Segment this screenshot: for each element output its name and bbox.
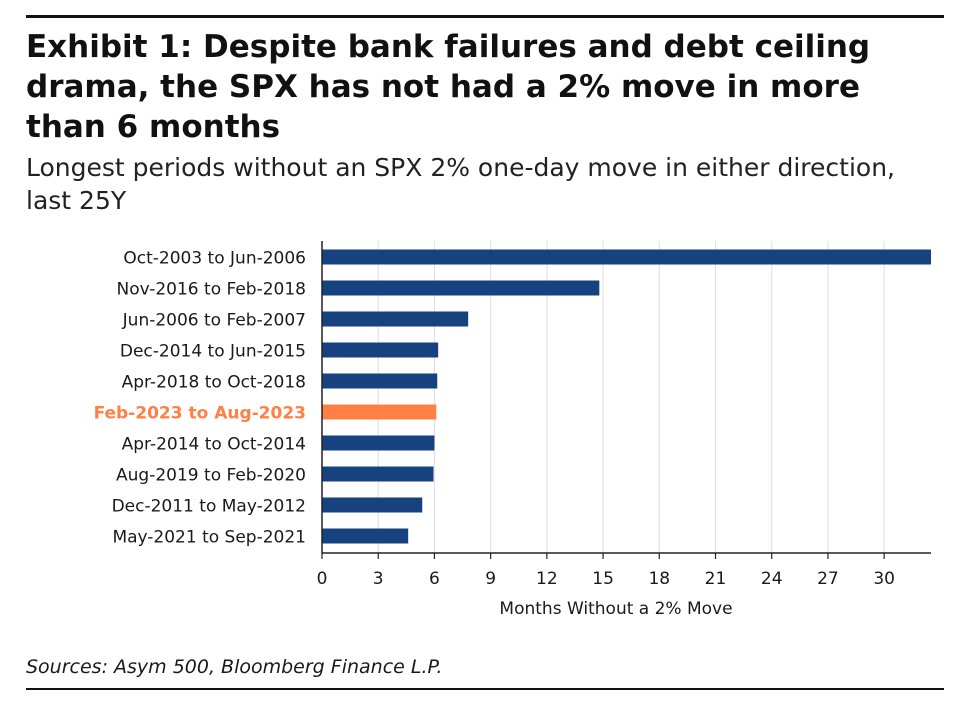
bar-chart: Oct-2003 to Jun-2006 Nov-2016 to Feb-2018… <box>94 241 931 620</box>
category-label-0: Oct-2003 to Jun-2006 <box>123 249 306 269</box>
category-label-6: Apr-2014 to Oct-2014 <box>122 435 306 455</box>
bar-0 <box>322 249 931 265</box>
category-label-2: Jun-2006 to Feb-2007 <box>122 311 306 331</box>
exhibit-title: Exhibit 1: Despite bank failures and deb… <box>26 29 871 145</box>
category-label-1: Nov-2016 to Feb-2018 <box>117 280 307 300</box>
bar-1 <box>322 280 600 296</box>
category-label-4: Apr-2018 to Oct-2018 <box>122 373 306 393</box>
x-tick-label-21: 21 <box>705 569 727 589</box>
category-label-8: Dec-2011 to May-2012 <box>112 497 306 517</box>
x-tick-label-0: 0 <box>317 569 328 589</box>
bar-9 <box>322 528 409 544</box>
x-tick-label-15: 15 <box>592 569 614 589</box>
bar-6 <box>322 435 435 451</box>
x-tick-label-6: 6 <box>429 569 440 589</box>
chart-subtitle: Longest periods without an SPX 2% one-da… <box>26 153 895 215</box>
category-label-5: Feb-2023 to Aug-2023 <box>94 404 306 424</box>
bar-2 <box>322 311 469 327</box>
bar-layer <box>322 249 931 544</box>
bar-3 <box>322 342 439 358</box>
category-label-9: May-2021 to Sep-2021 <box>112 528 306 548</box>
x-tick-label-18: 18 <box>648 569 670 589</box>
category-label-3: Dec-2014 to Jun-2015 <box>120 342 306 362</box>
x-tick-label-3: 3 <box>373 569 384 589</box>
category-label-7: Aug-2019 to Feb-2020 <box>116 466 306 486</box>
x-tick-label-27: 27 <box>817 569 839 589</box>
bar-7 <box>322 466 434 482</box>
label-layer: Oct-2003 to Jun-2006 Nov-2016 to Feb-2018… <box>94 249 895 620</box>
bar-4 <box>322 373 438 389</box>
source-note: Sources: Asym 500, Bloomberg Finance L.P… <box>26 656 443 678</box>
x-tick-label-24: 24 <box>761 569 783 589</box>
x-axis-title: Months Without a 2% Move <box>499 599 732 619</box>
x-tick-label-30: 30 <box>873 569 895 589</box>
bottom-rule <box>26 688 944 690</box>
axis-layer <box>321 241 931 559</box>
top-rule <box>26 15 944 18</box>
bar-5 <box>322 404 437 420</box>
x-tick-label-9: 9 <box>485 569 496 589</box>
bar-8 <box>322 497 423 513</box>
x-tick-label-12: 12 <box>536 569 558 589</box>
